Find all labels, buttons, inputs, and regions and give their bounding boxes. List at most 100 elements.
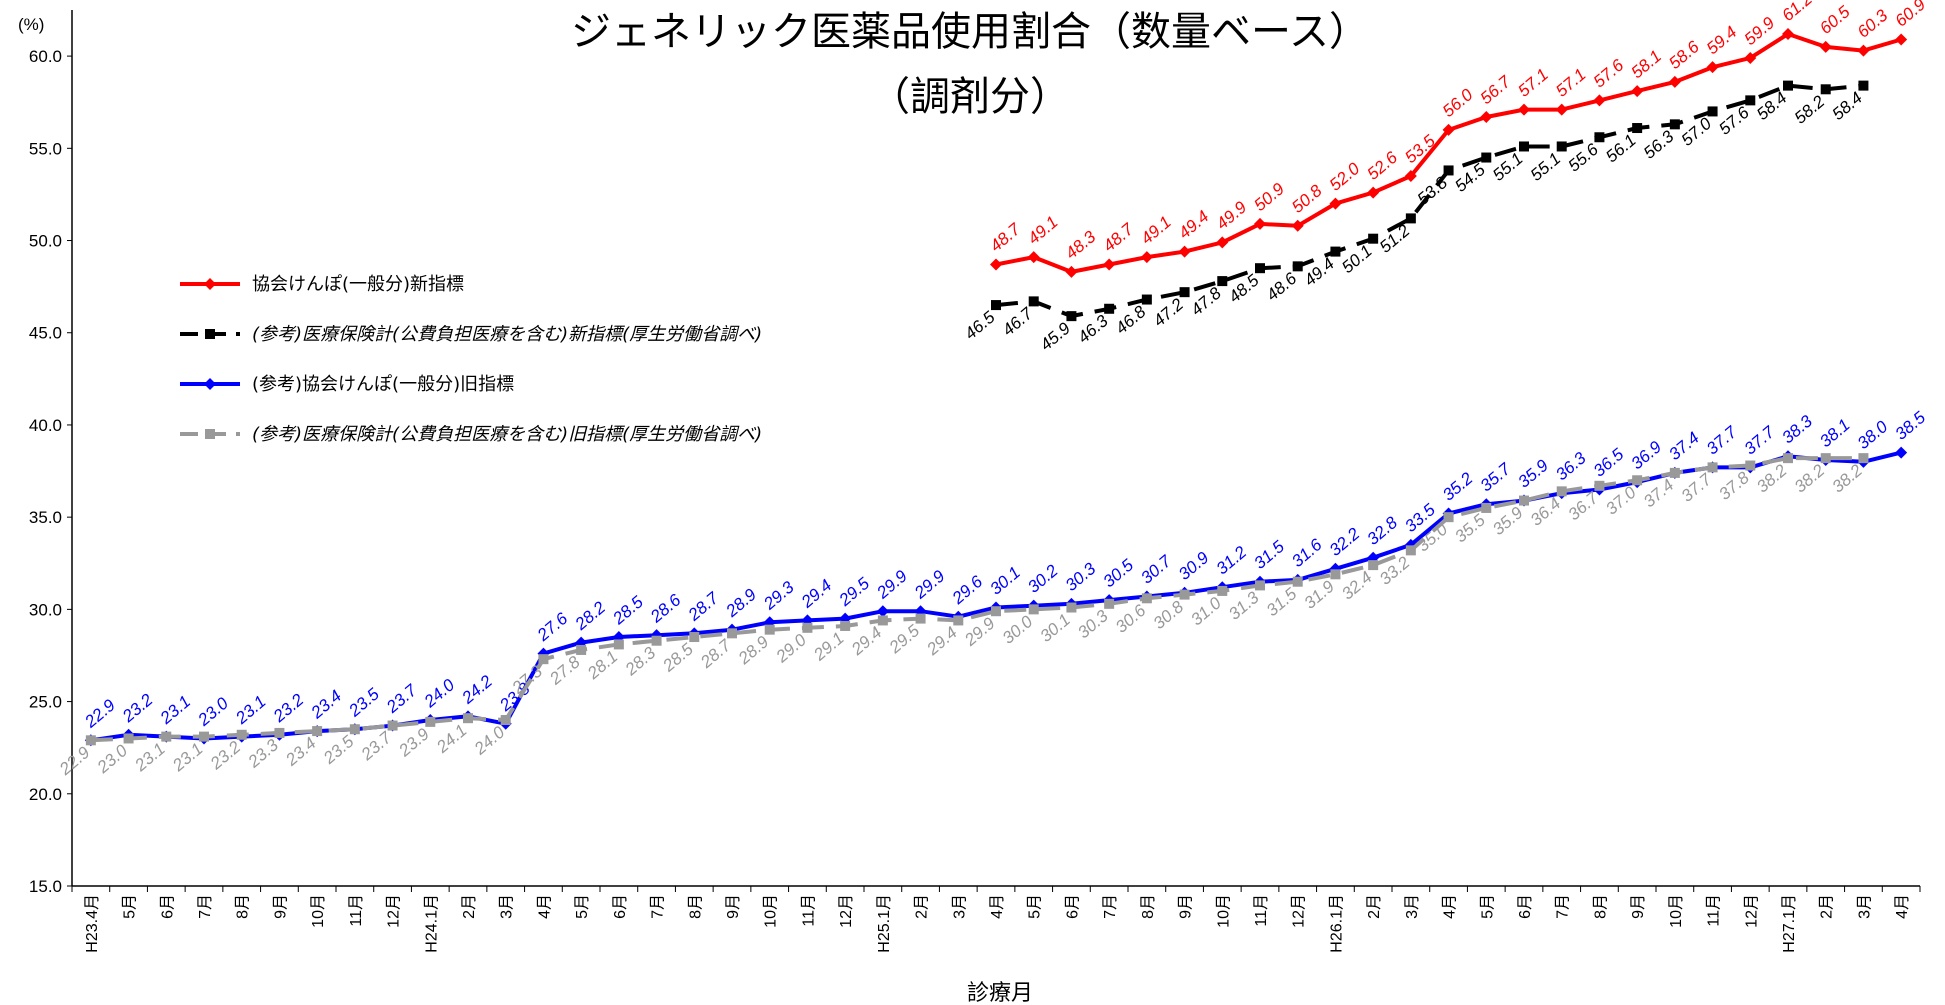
- x-tick-label: 6月: [612, 894, 629, 919]
- x-tick-label: 8月: [687, 894, 704, 919]
- data-label: 30.5: [1100, 555, 1138, 591]
- data-point: [1066, 311, 1077, 322]
- data-point: [1858, 453, 1869, 464]
- x-tick-label: 5月: [1479, 894, 1496, 919]
- data-point: [840, 620, 851, 631]
- data-label: 38.3: [1778, 411, 1816, 447]
- data-point: [651, 635, 662, 646]
- legend-marker: [204, 278, 216, 290]
- data-label: 52.0: [1326, 159, 1364, 195]
- data-label: 23.7: [382, 680, 421, 717]
- y-axis-unit: (%): [18, 15, 44, 34]
- data-label: 51.2: [1376, 221, 1414, 257]
- data-label: 31.5: [1250, 537, 1288, 573]
- data-point: [1292, 576, 1303, 587]
- data-point: [1631, 85, 1644, 98]
- x-tick-label: 12月: [386, 894, 403, 928]
- data-label: 46.7: [999, 304, 1037, 340]
- data-label: 46.8: [1112, 302, 1150, 338]
- data-label: 24.0: [420, 675, 459, 712]
- x-tick-label: 9月: [725, 894, 742, 919]
- legend-label: 協会けんぽ(一般分)新指標: [252, 274, 464, 295]
- data-label: 29.4: [847, 623, 885, 659]
- data-point: [1820, 453, 1831, 464]
- data-label: 31.0: [1187, 593, 1225, 629]
- data-point: [1745, 460, 1756, 471]
- x-tick-label: 5月: [122, 894, 139, 919]
- data-point: [1669, 119, 1680, 130]
- data-label: 23.1: [156, 692, 194, 728]
- data-label: 29.5: [885, 621, 924, 658]
- data-point: [1405, 213, 1416, 224]
- data-label: 30.1: [986, 563, 1024, 599]
- x-tick-label: 5月: [1027, 894, 1044, 919]
- data-point: [764, 624, 775, 635]
- data-label: 23.7: [357, 728, 396, 765]
- x-tick-label: 7月: [1102, 894, 1119, 919]
- x-tick-label: 4月: [1442, 894, 1459, 919]
- y-tick-label: 20.0: [29, 785, 62, 804]
- data-point: [538, 654, 549, 665]
- x-tick-label: 8月: [1592, 894, 1609, 919]
- data-label: 60.9: [1892, 0, 1930, 31]
- data-label: 29.4: [923, 623, 961, 659]
- data-label: 22.9: [80, 695, 119, 732]
- data-label: 30.8: [1150, 597, 1188, 633]
- y-tick-label: 30.0: [29, 600, 62, 619]
- data-label: 28.5: [659, 639, 698, 676]
- data-label: 57.0: [1678, 114, 1716, 150]
- series-line: [90, 456, 1864, 743]
- data-label: 30.3: [1074, 606, 1112, 642]
- data-label: 38.0: [1854, 417, 1892, 453]
- x-tick-label: H25.1月: [876, 894, 893, 953]
- legend-label: (参考)協会けんぽ(一般分)旧指標: [252, 374, 514, 395]
- series-3: 22.9 23.2 23.1 23.0 23.1 23.2 23.4 23.5 23.7 24.0…: [80, 408, 1929, 747]
- data-point: [1857, 44, 1870, 57]
- data-point: [953, 615, 964, 626]
- x-tick-label: 2月: [1819, 894, 1836, 919]
- data-label: 30.1: [1036, 610, 1074, 646]
- data-label: 36.5: [1590, 444, 1628, 480]
- x-tick-label: 12月: [1291, 894, 1308, 928]
- x-tick-label: 4月: [536, 894, 553, 919]
- data-label: 23.2: [206, 737, 245, 774]
- data-point: [1330, 569, 1341, 580]
- data-label: 31.3: [1225, 588, 1263, 624]
- data-label: 57.1: [1514, 65, 1552, 101]
- x-tick-label: 3月: [1404, 894, 1421, 919]
- legend-label: (参考)医療保険計(公費負担医療を含む)新指標(厚生労働省調べ): [252, 324, 762, 345]
- x-tick-label: 12月: [838, 894, 855, 928]
- data-point: [1632, 475, 1643, 486]
- data-point: [1368, 560, 1379, 571]
- data-label: 49.4: [1175, 207, 1213, 243]
- x-tick-label: H24.1月: [423, 894, 440, 953]
- data-point: [1217, 585, 1228, 596]
- data-label: 46.5: [961, 307, 999, 343]
- data-point: [1255, 263, 1265, 274]
- data-label: 30.3: [1062, 559, 1100, 595]
- x-tick-label: 2月: [1366, 894, 1383, 919]
- data-point: [1707, 462, 1718, 473]
- data-label: 23.0: [194, 693, 233, 730]
- data-label: 36.3: [1552, 448, 1590, 484]
- data-point: [1329, 197, 1342, 210]
- data-point: [991, 606, 1001, 617]
- data-label: 28.9: [722, 585, 761, 622]
- data-label: 29.6: [948, 572, 987, 609]
- data-label: 57.6: [1590, 55, 1628, 91]
- y-tick-label: 60.0: [29, 47, 62, 66]
- y-tick-label: 55.0: [29, 139, 62, 158]
- data-point: [1104, 598, 1115, 609]
- data-point: [1104, 303, 1115, 314]
- data-label: 30.7: [1137, 551, 1175, 587]
- data-point: [274, 727, 285, 738]
- data-point: [1556, 486, 1567, 497]
- data-label: 45.9: [1036, 318, 1074, 354]
- data-label: 38.2: [1791, 460, 1829, 496]
- data-label: 38.2: [1828, 460, 1866, 496]
- series-layer: 48.7 49.1 48.3 48.7 49.1 49.4 49.950.9 50.852.0…: [55, 0, 1929, 779]
- y-tick-label: 50.0: [29, 232, 62, 251]
- data-label: 55.1: [1489, 149, 1527, 185]
- x-tick-label: 10月: [1668, 894, 1685, 928]
- data-point: [312, 726, 323, 737]
